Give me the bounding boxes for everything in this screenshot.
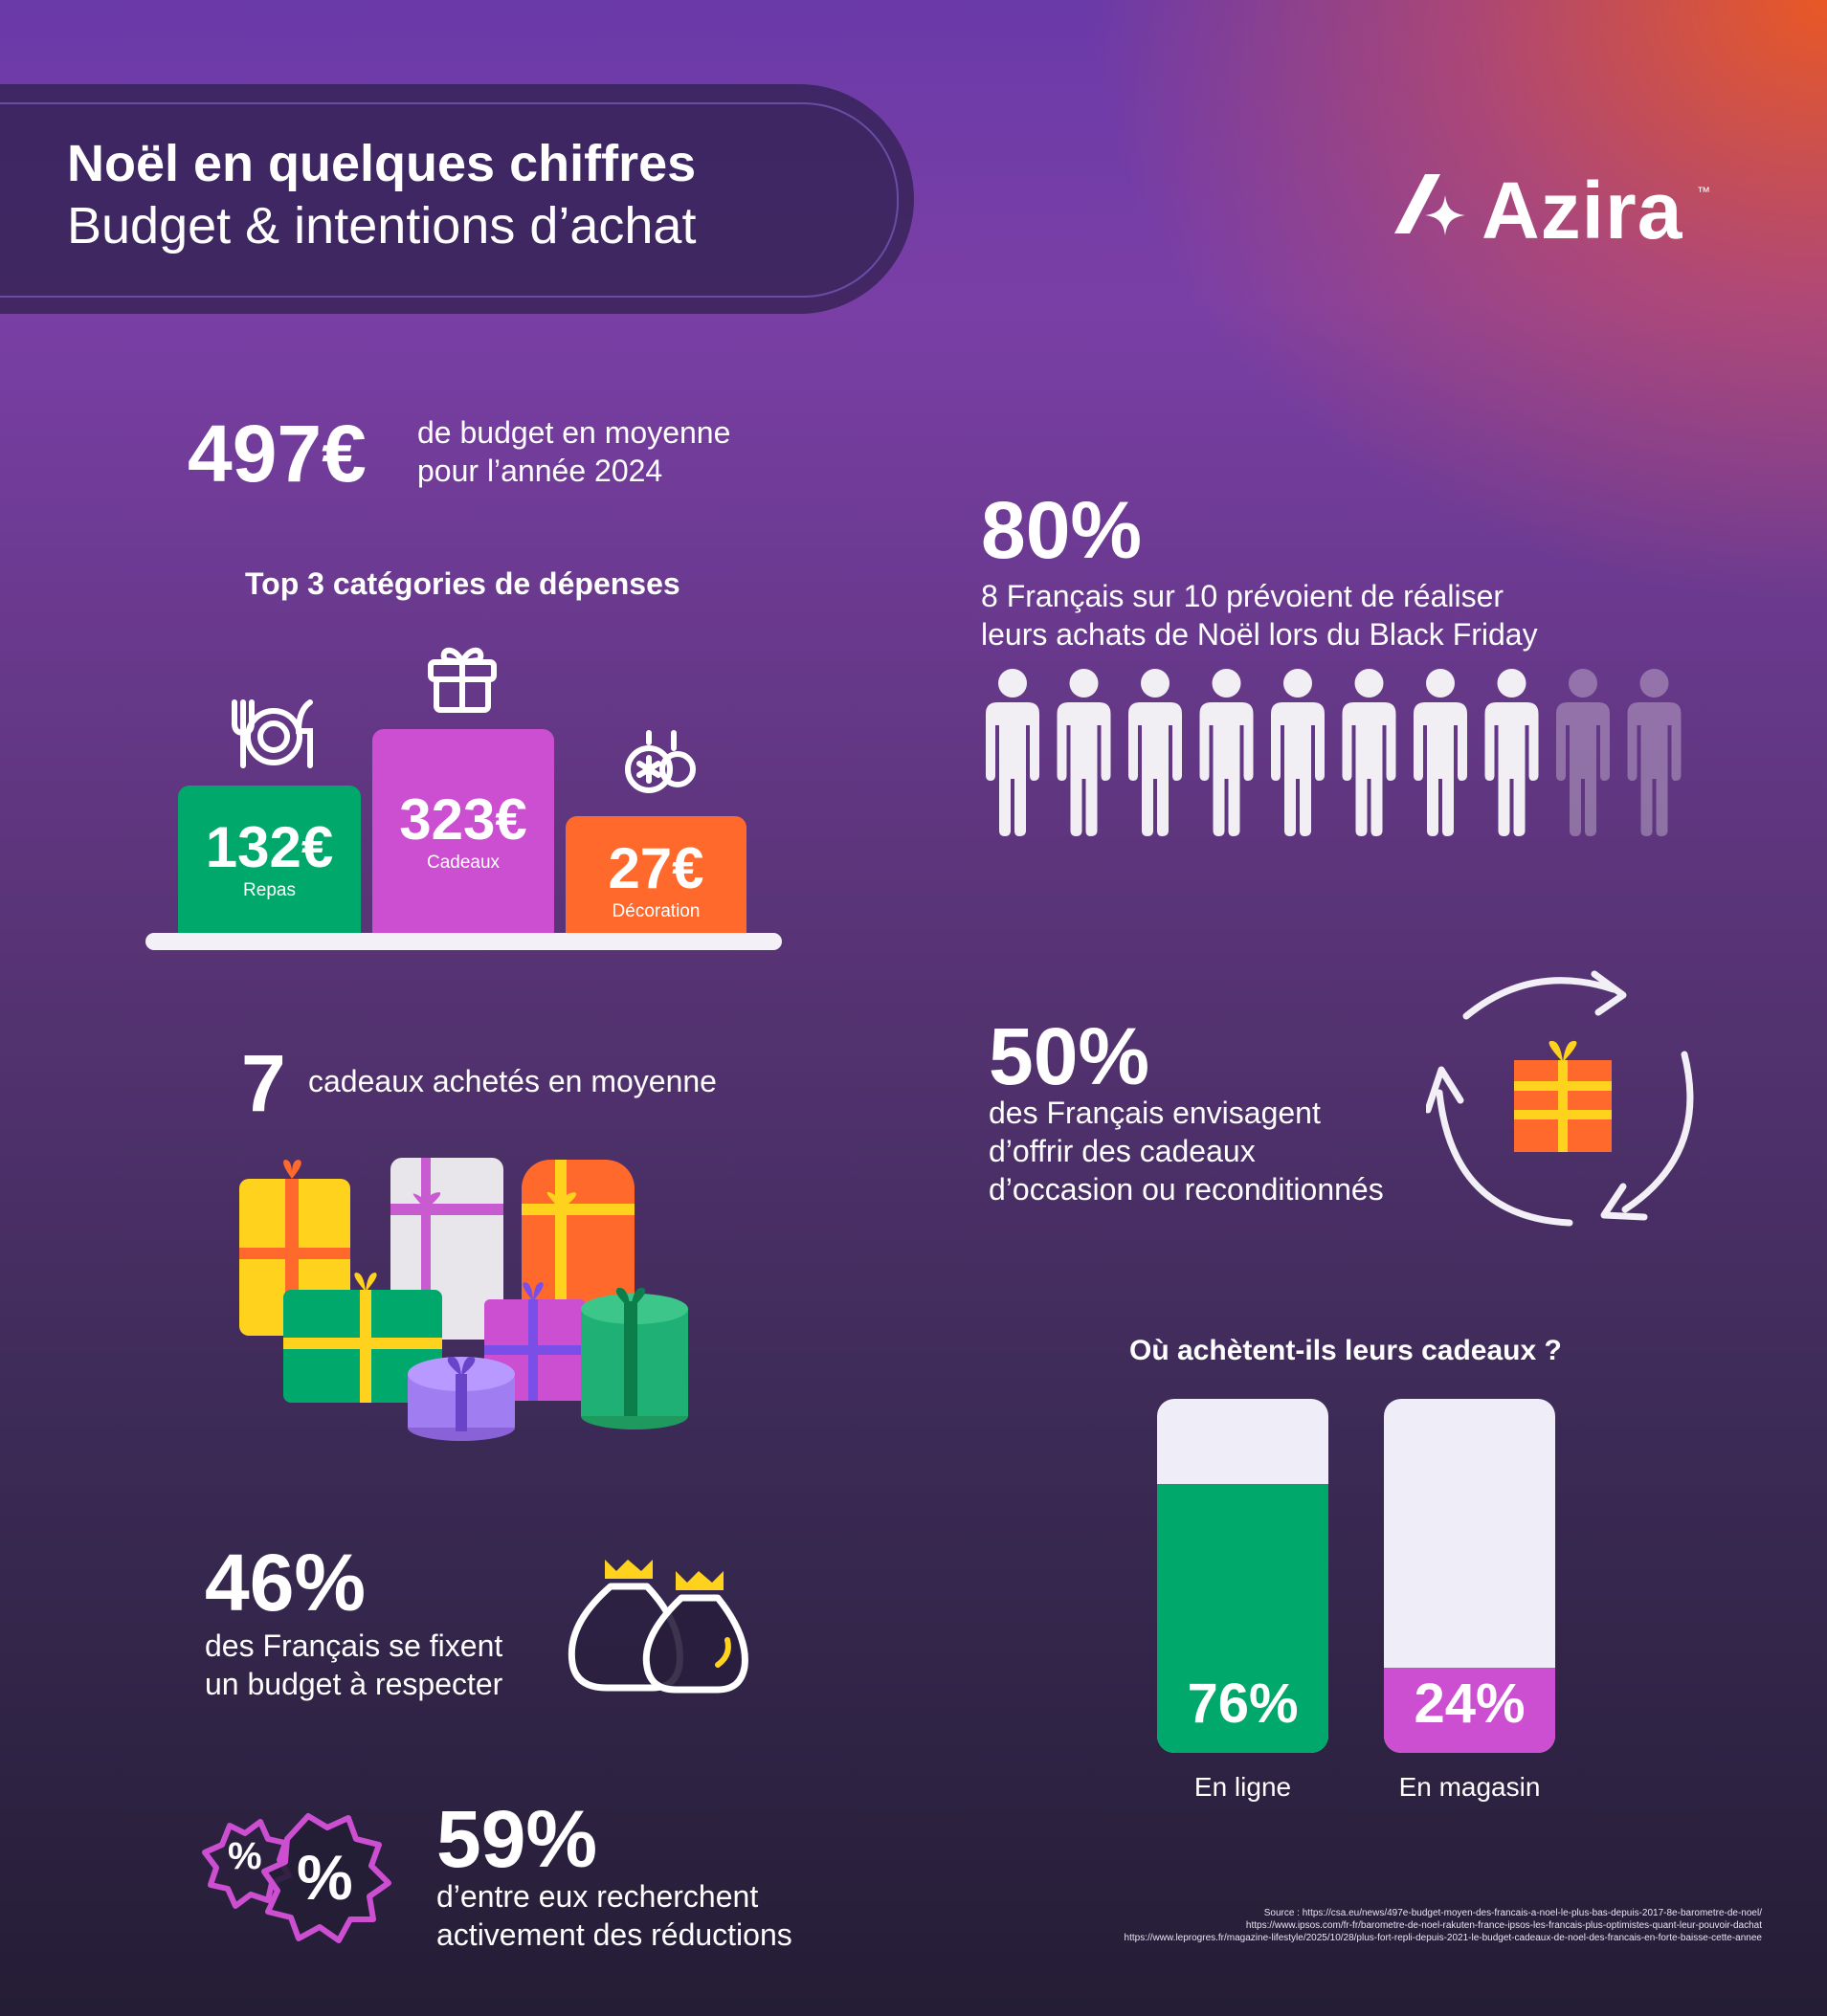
person-icon-highlighted <box>1484 669 1539 836</box>
person-icon-highlighted <box>1199 669 1254 836</box>
person-icon-highlighted <box>1414 669 1467 836</box>
podium-decoration-label: Décoration <box>612 901 701 921</box>
source-line-2: https://www.ipsos.com/fr-fr/barometre-de… <box>1245 1920 1762 1931</box>
person-icon-dimmed <box>1556 669 1610 836</box>
where-title: Où achètent-ils leurs cadeaux ? <box>1129 1335 1562 1366</box>
gift-pile-illustration <box>239 1158 688 1441</box>
discount-badges-icon <box>202 1813 391 1943</box>
discounts-value: 59% <box>436 1794 598 1884</box>
person-icon-dimmed <box>1627 669 1682 836</box>
recycle-gift-icon <box>1426 970 1694 1227</box>
budget-value: 497€ <box>188 409 367 498</box>
person-icon-highlighted <box>1342 669 1396 836</box>
gifts-count-text: cadeaux achetés en moyenne <box>308 1064 717 1098</box>
gift-icon <box>428 647 497 713</box>
logo-wordmark: Azira <box>1482 166 1683 255</box>
page-title: Noël en quelques chiffres <box>67 135 697 192</box>
person-icon-highlighted <box>1271 669 1325 836</box>
page-subtitle: Budget & intentions d’achat <box>67 197 697 255</box>
logo-trademark: ™ <box>1697 184 1710 199</box>
second-hand-value: 50% <box>989 1011 1150 1101</box>
plate-cutlery-icon <box>232 699 313 768</box>
budget-fixed-value: 46% <box>205 1538 367 1628</box>
ornament-icon <box>625 730 696 793</box>
person-icon-highlighted <box>1128 669 1182 836</box>
person-icon-highlighted <box>1057 669 1111 836</box>
top3-title: Top 3 catégories de dépenses <box>245 566 680 601</box>
bar-en-ligne-fill <box>1157 1483 1328 1753</box>
discount-symbol-large: % <box>297 1842 353 1913</box>
source-line-3: https://www.leprogres.fr/magazine-lifest… <box>1124 1933 1762 1943</box>
bar-en-magasin-label: En magasin <box>1398 1772 1541 1802</box>
podium-decoration-value: 27€ <box>608 836 704 900</box>
person-icon-highlighted <box>986 669 1039 836</box>
bar-en-ligne: 76% <box>1157 1399 1328 1753</box>
source-line-1: Source : https://csa.eu/news/497e-budget… <box>1263 1908 1762 1918</box>
bar-en-magasin-value: 24% <box>1414 1673 1526 1735</box>
budget-text-line2: pour l’année 2024 <box>417 454 663 488</box>
black-friday-value: 80% <box>981 485 1143 575</box>
gifts-count-value: 7 <box>241 1038 286 1128</box>
sources: Source : https://csa.eu/news/497e-budget… <box>1125 1907 1762 1944</box>
budget-text-line1: de budget en moyenne <box>417 415 731 450</box>
podium-cadeaux: 323€ Cadeaux <box>372 729 554 933</box>
budget-fixed-text-line1: des Français se fixent <box>205 1628 503 1663</box>
budget-fixed-text-line2: un budget à respecter <box>205 1667 503 1701</box>
second-hand-text-line2: d’offrir des cadeaux <box>989 1134 1256 1168</box>
azira-logo-icon <box>1394 174 1465 235</box>
second-hand-text-line3: d’occasion ou reconditionnés <box>989 1172 1384 1207</box>
podium-cadeaux-label: Cadeaux <box>426 853 501 873</box>
black-friday-text-line2: leurs achats de Noël lors du Black Frida… <box>981 617 1538 652</box>
discount-symbol-small: % <box>228 1835 262 1877</box>
people-pictogram <box>986 669 1682 836</box>
bar-en-magasin-fill <box>1384 1668 1555 1753</box>
discounts-text-line2: activement des réductions <box>436 1917 792 1952</box>
podium-decoration: 27€ Décoration <box>566 816 746 933</box>
second-hand-text-line1: des Français envisagent <box>989 1096 1321 1130</box>
podium-cadeaux-value: 323€ <box>399 787 527 852</box>
black-friday-text-line1: 8 Français sur 10 prévoient de réaliser <box>981 579 1504 613</box>
bar-en-ligne-label: En ligne <box>1193 1772 1292 1802</box>
podium-repas-value: 132€ <box>205 815 334 879</box>
bar-en-ligne-value: 76% <box>1187 1673 1299 1735</box>
header-banner <box>0 84 914 314</box>
podium-shelf <box>145 933 782 950</box>
podium-repas: 132€ Repas <box>178 786 361 933</box>
podium-repas-label: Repas <box>243 880 296 900</box>
bar-en-magasin: 24% <box>1384 1399 1555 1753</box>
discounts-text-line1: d’entre eux recherchent <box>436 1879 759 1914</box>
header-banner-border <box>0 102 899 298</box>
money-bags-icon <box>568 1560 748 1694</box>
